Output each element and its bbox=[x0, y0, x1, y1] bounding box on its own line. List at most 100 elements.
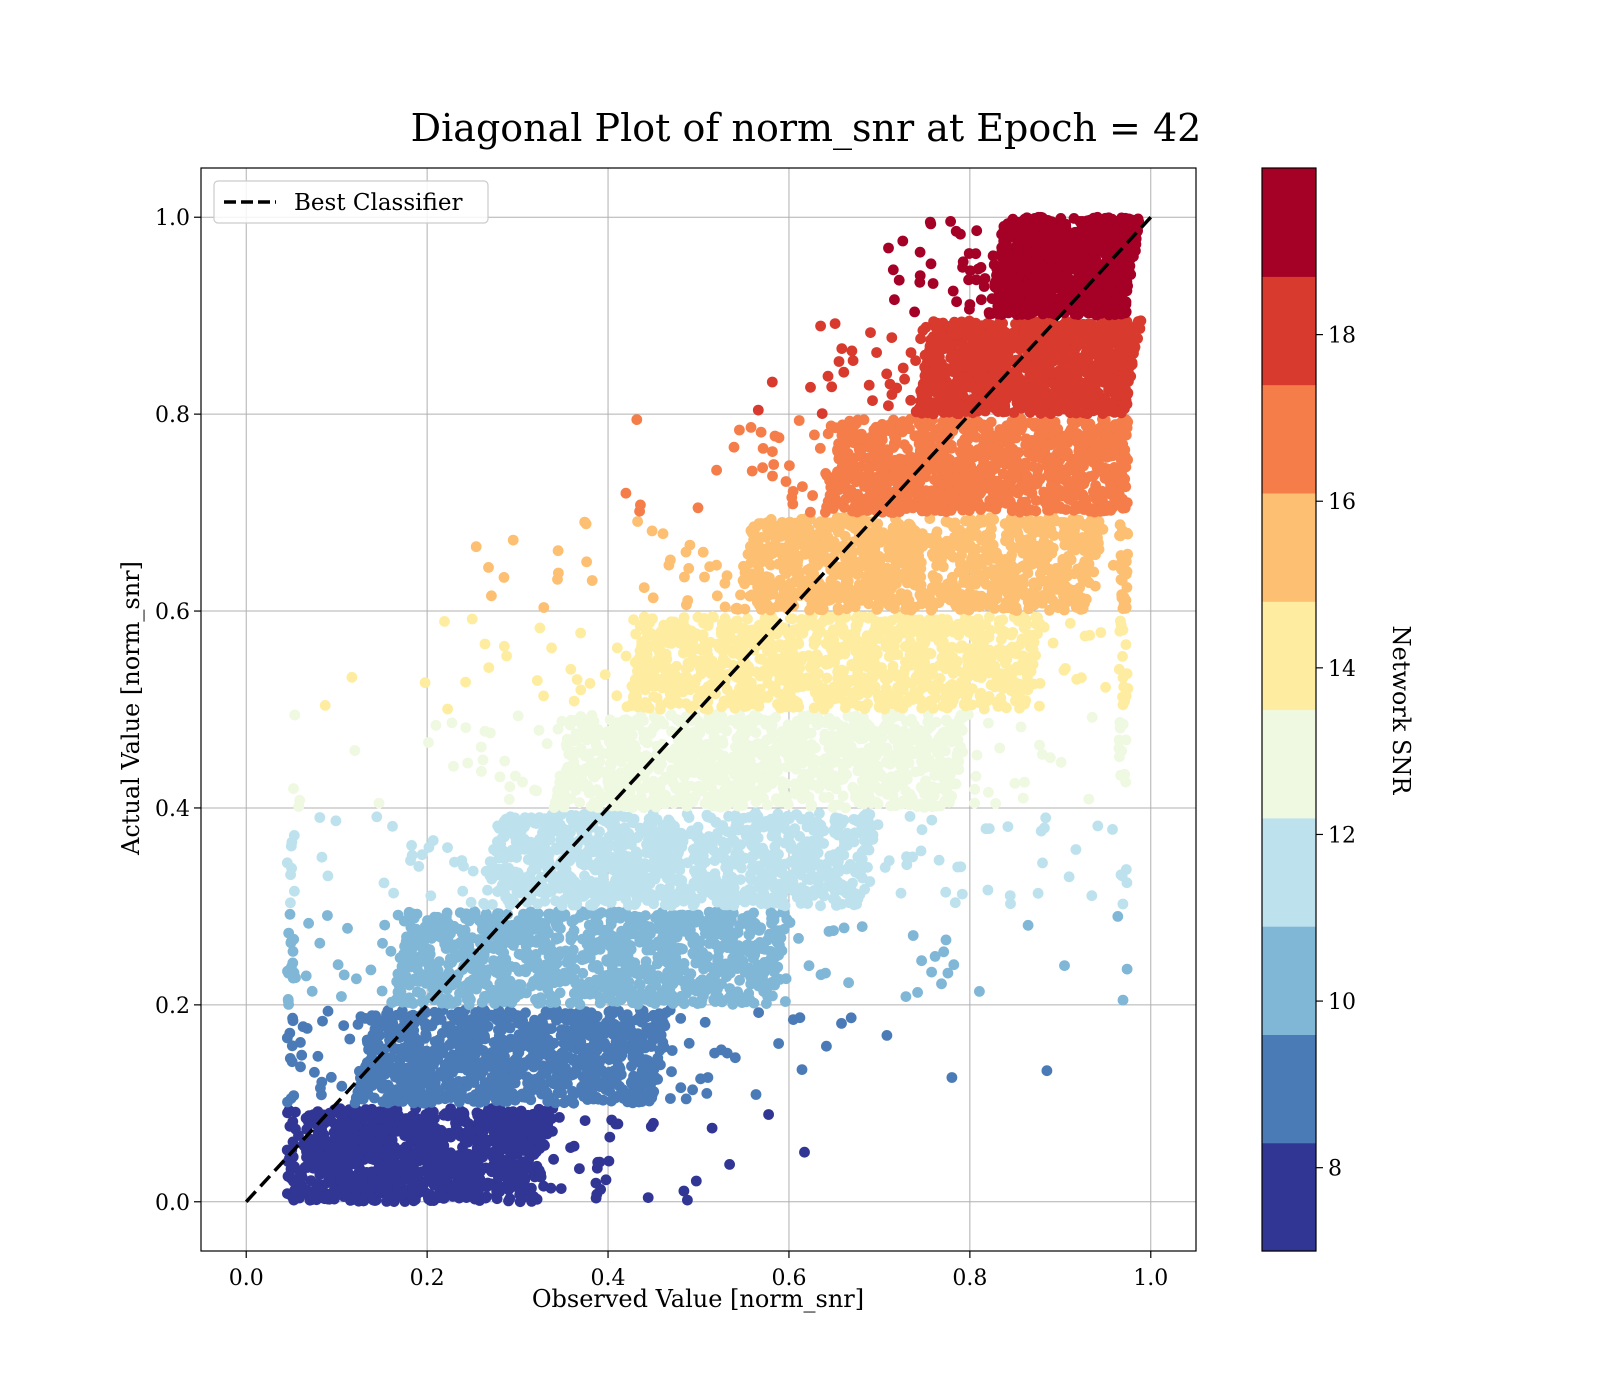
scatter-point bbox=[604, 908, 615, 920]
scatter-point bbox=[324, 1158, 335, 1170]
scatter-point bbox=[672, 888, 684, 899]
scatter-point bbox=[511, 852, 522, 863]
scatter-point bbox=[690, 1175, 702, 1187]
scatter-point bbox=[332, 959, 344, 971]
scatter-point bbox=[815, 969, 827, 981]
scatter-point bbox=[796, 1064, 808, 1075]
scatter-point bbox=[772, 947, 784, 959]
scatter-point bbox=[683, 927, 695, 938]
scatter-point bbox=[547, 1125, 558, 1137]
scatter-point bbox=[721, 1047, 733, 1059]
scatter-point bbox=[607, 995, 618, 1007]
scatter-point bbox=[377, 937, 388, 949]
scatter-point bbox=[711, 964, 723, 976]
scatter-point bbox=[766, 830, 778, 842]
scatter-point bbox=[678, 1185, 690, 1197]
scatter-point bbox=[283, 927, 295, 939]
scatter-point bbox=[602, 841, 614, 853]
scatter-point bbox=[590, 1192, 602, 1204]
scatter-point bbox=[665, 709, 677, 721]
scatter-point bbox=[665, 1093, 676, 1104]
scatter-point bbox=[705, 812, 717, 824]
scatter-point bbox=[637, 935, 648, 947]
scatter-point bbox=[513, 979, 525, 990]
scatter-point bbox=[841, 840, 853, 851]
scatter-point bbox=[421, 1120, 432, 1132]
scatter-point bbox=[956, 888, 968, 900]
scatter-point bbox=[568, 886, 579, 898]
scatter-point bbox=[946, 1072, 958, 1083]
scatter-point bbox=[488, 955, 499, 967]
scatter-point bbox=[657, 1038, 669, 1049]
scatter-point bbox=[496, 819, 507, 831]
scatter-point bbox=[365, 964, 377, 976]
scatter-point bbox=[730, 810, 741, 822]
scatter-point bbox=[632, 989, 644, 1001]
scatter-point bbox=[582, 879, 594, 891]
scatter-point bbox=[423, 961, 435, 973]
scatter-point bbox=[522, 1077, 533, 1089]
scatter-point bbox=[701, 1088, 713, 1099]
scatter-point bbox=[926, 814, 938, 826]
scatter-point bbox=[603, 831, 615, 843]
scatter-point bbox=[312, 1182, 323, 1194]
scatter-point bbox=[643, 1095, 655, 1107]
scatter-point bbox=[619, 822, 631, 834]
scatter-point bbox=[413, 1155, 425, 1167]
scatter-point bbox=[378, 877, 390, 889]
scatter-point bbox=[568, 817, 580, 828]
scatter-point bbox=[336, 1080, 348, 1092]
scatter-point bbox=[464, 1125, 476, 1136]
scatter-point bbox=[807, 840, 818, 852]
scatter-point bbox=[709, 918, 720, 929]
scatter-point bbox=[493, 1054, 505, 1066]
scatter-point bbox=[675, 1013, 687, 1024]
scatter-point bbox=[803, 811, 815, 823]
scatter-point bbox=[658, 1017, 669, 1029]
scatter-point bbox=[666, 1045, 678, 1056]
scatter-point bbox=[936, 978, 947, 990]
scatter-point bbox=[469, 907, 481, 919]
scatter-point bbox=[563, 973, 575, 984]
scatter-point bbox=[845, 1012, 857, 1024]
scatter-point bbox=[460, 980, 472, 991]
scatter-point bbox=[452, 1032, 464, 1044]
scatter-point bbox=[785, 839, 797, 851]
scatter-point bbox=[703, 938, 715, 949]
scatter-point bbox=[622, 949, 634, 961]
scatter-point bbox=[445, 1092, 457, 1103]
scatter-point bbox=[727, 873, 739, 885]
scatter-point bbox=[730, 855, 741, 867]
scatter-point bbox=[555, 1183, 567, 1194]
scatter-point bbox=[703, 831, 715, 842]
scatter-point bbox=[940, 886, 952, 898]
scatter-point bbox=[530, 919, 541, 930]
scatter-point bbox=[282, 965, 293, 977]
scatter-point bbox=[459, 1134, 471, 1146]
scatter-point bbox=[694, 976, 706, 987]
scatter-point bbox=[504, 899, 516, 911]
scatter-point bbox=[940, 934, 952, 946]
scatter-point bbox=[709, 981, 720, 993]
scatter-point bbox=[539, 1022, 551, 1033]
scatter-point bbox=[620, 875, 632, 887]
scatter-point bbox=[429, 1036, 441, 1047]
scatter-point bbox=[731, 963, 743, 974]
scatter-point bbox=[424, 944, 435, 955]
scatter-point bbox=[561, 1039, 572, 1050]
scatter-point bbox=[612, 854, 624, 866]
scatter-point bbox=[780, 996, 791, 1007]
scatter-point bbox=[598, 1079, 610, 1091]
scatter-point bbox=[746, 829, 758, 841]
scatter-point bbox=[406, 996, 417, 1007]
scatter-point bbox=[648, 970, 660, 982]
scatter-point bbox=[520, 1007, 531, 1019]
scatter-point bbox=[499, 755, 511, 767]
scatter-point bbox=[916, 955, 927, 967]
scatter-point bbox=[287, 1012, 298, 1024]
scatter-point bbox=[577, 950, 589, 961]
scatter-point bbox=[901, 859, 913, 871]
scatter-point bbox=[512, 1047, 524, 1058]
scatter-point bbox=[465, 896, 477, 908]
